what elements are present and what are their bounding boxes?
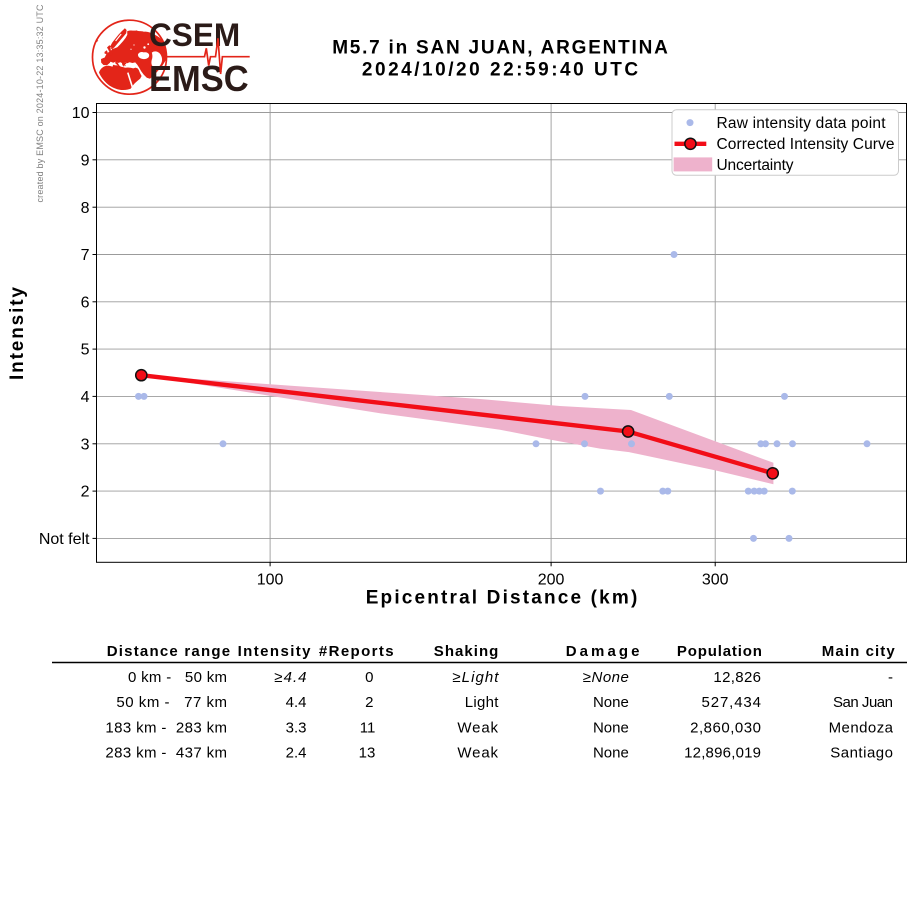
svg-text:Weak: Weak — [457, 745, 498, 762]
svg-text:Santiago: Santiago — [830, 745, 893, 762]
svg-text:200: 200 — [538, 571, 565, 588]
svg-text:Epicentral Distance (km): Epicentral Distance (km) — [366, 588, 638, 609]
svg-text:Damage: Damage — [566, 643, 640, 660]
svg-text:11: 11 — [360, 719, 376, 736]
svg-text:3: 3 — [81, 436, 90, 453]
svg-text:Mendoza: Mendoza — [829, 719, 894, 736]
svg-text:0 km - 50 km: 0 km - 50 km — [128, 669, 227, 686]
svg-text:≥Light: ≥Light — [452, 669, 499, 686]
svg-text:EMSC: EMSC — [149, 58, 249, 99]
svg-text:183 km - 283 km: 183 km - 283 km — [105, 719, 227, 736]
svg-text:4: 4 — [81, 389, 90, 406]
svg-text:≥4.4: ≥4.4 — [274, 669, 306, 686]
svg-text:created by EMSC on 2024-10-22: created by EMSC on 2024-10-22 13:35:32 U… — [35, 4, 45, 203]
svg-text:-: - — [888, 669, 893, 686]
svg-text:Corrected Intensity Curve: Corrected Intensity Curve — [717, 136, 895, 153]
svg-text:≥None: ≥None — [583, 669, 629, 686]
svg-text:None: None — [593, 694, 629, 711]
svg-text:Raw intensity data point: Raw intensity data point — [717, 115, 887, 132]
svg-text:None: None — [593, 745, 629, 762]
svg-text:2: 2 — [365, 694, 373, 711]
svg-text:50 km - 77 km: 50 km - 77 km — [116, 694, 227, 711]
svg-text:Main city: Main city — [822, 643, 896, 660]
svg-text:9: 9 — [81, 152, 90, 169]
svg-text:7: 7 — [81, 247, 90, 264]
svg-text:10: 10 — [72, 105, 90, 122]
svg-text:527,434: 527,434 — [702, 694, 762, 711]
svg-text:5: 5 — [81, 342, 90, 359]
svg-text:12,896,019: 12,896,019 — [684, 745, 761, 762]
svg-text:2: 2 — [81, 484, 90, 501]
svg-text:CSEM: CSEM — [149, 17, 240, 53]
svg-text:300: 300 — [702, 571, 729, 588]
svg-text:2024/10/20 22:59:40 UTC: 2024/10/20 22:59:40 UTC — [362, 60, 638, 81]
svg-text:100: 100 — [257, 571, 284, 588]
svg-text:Population: Population — [677, 643, 762, 660]
svg-text:283 km - 437 km: 283 km - 437 km — [105, 745, 227, 762]
svg-text:Light: Light — [465, 694, 499, 711]
svg-text:6: 6 — [81, 294, 90, 311]
svg-text:Weak: Weak — [457, 719, 498, 736]
svg-text:3.3: 3.3 — [286, 719, 307, 736]
svg-text:Intensity: Intensity — [7, 287, 28, 380]
svg-text:8: 8 — [81, 200, 90, 217]
svg-text:12,826: 12,826 — [713, 669, 761, 686]
svg-text:San Juan: San Juan — [833, 694, 893, 711]
svg-text:2.4: 2.4 — [286, 745, 307, 762]
svg-text:2,860,030: 2,860,030 — [690, 719, 761, 736]
svg-text:Shaking: Shaking — [434, 643, 499, 660]
svg-text:Distance range: Distance range — [107, 643, 230, 660]
svg-text:Intensity: Intensity — [238, 643, 312, 660]
svg-text:#Reports: #Reports — [319, 643, 394, 660]
svg-text:13: 13 — [359, 745, 376, 762]
svg-text:None: None — [593, 719, 629, 736]
svg-text:0: 0 — [365, 669, 373, 686]
svg-text:M5.7 in SAN JUAN, ARGENTINA: M5.7 in SAN JUAN, ARGENTINA — [332, 37, 668, 58]
svg-text:Uncertainty: Uncertainty — [717, 157, 794, 174]
svg-text:4.4: 4.4 — [286, 694, 307, 711]
svg-text:Not felt: Not felt — [39, 531, 90, 548]
